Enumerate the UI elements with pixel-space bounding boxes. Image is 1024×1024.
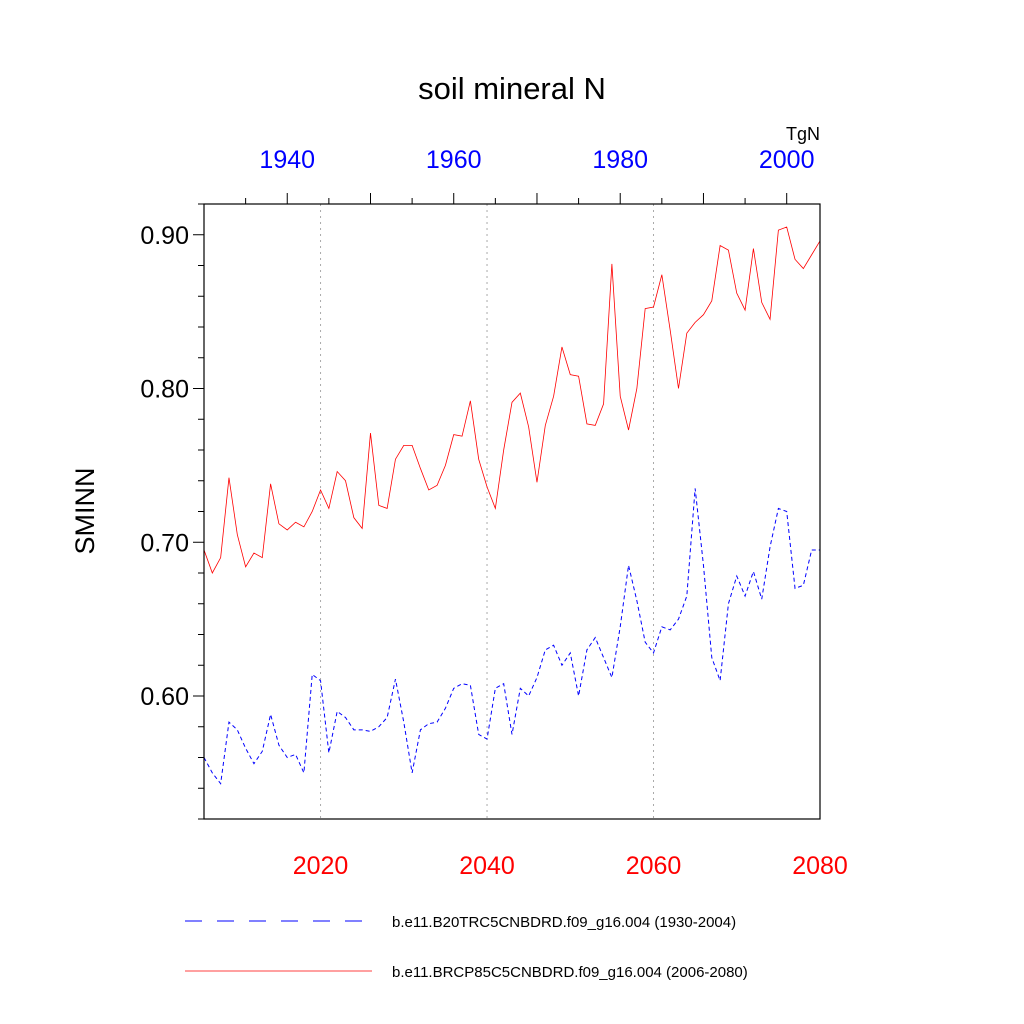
top-tick-label: 1960 bbox=[426, 146, 482, 174]
y-tick-label: 0.70 bbox=[140, 529, 189, 557]
plot-frame bbox=[203, 203, 821, 820]
y-tick-label: 0.80 bbox=[140, 376, 189, 404]
bottom-tick-label: 2040 bbox=[459, 852, 515, 880]
chart-title: soil mineral N bbox=[418, 71, 606, 106]
grid bbox=[320, 204, 655, 819]
units-label: TgN bbox=[786, 124, 820, 144]
y-tick-label: 0.60 bbox=[140, 683, 189, 711]
series-line-0 bbox=[203, 488, 820, 785]
y-axis-label: SMINN bbox=[70, 468, 100, 555]
legend: b.e11.B20TRC5CNBDRD.f09_g16.004 (1930-20… bbox=[185, 914, 748, 981]
axes: 0.60 0.70 0.80 0.90 1940 1960 1980 2000 2020 2040… bbox=[140, 146, 847, 880]
top-tick-label: 1980 bbox=[592, 146, 648, 174]
y-tick-label: 0.90 bbox=[140, 222, 189, 250]
series-layer bbox=[203, 226, 821, 785]
legend-label-historical: b.e11.B20TRC5CNBDRD.f09_g16.004 (1930-20… bbox=[392, 914, 736, 931]
bottom-tick-label: 2020 bbox=[293, 852, 349, 880]
bottom-tick-label: 2060 bbox=[626, 852, 682, 880]
bottom-tick-label: 2080 bbox=[792, 852, 848, 880]
top-tick-label: 2000 bbox=[759, 146, 815, 174]
series-line-1 bbox=[203, 226, 821, 574]
legend-label-rcp85: b.e11.BRCP85C5CNBDRD.f09_g16.004 (2006-2… bbox=[392, 964, 748, 981]
top-tick-label: 1940 bbox=[259, 146, 315, 174]
